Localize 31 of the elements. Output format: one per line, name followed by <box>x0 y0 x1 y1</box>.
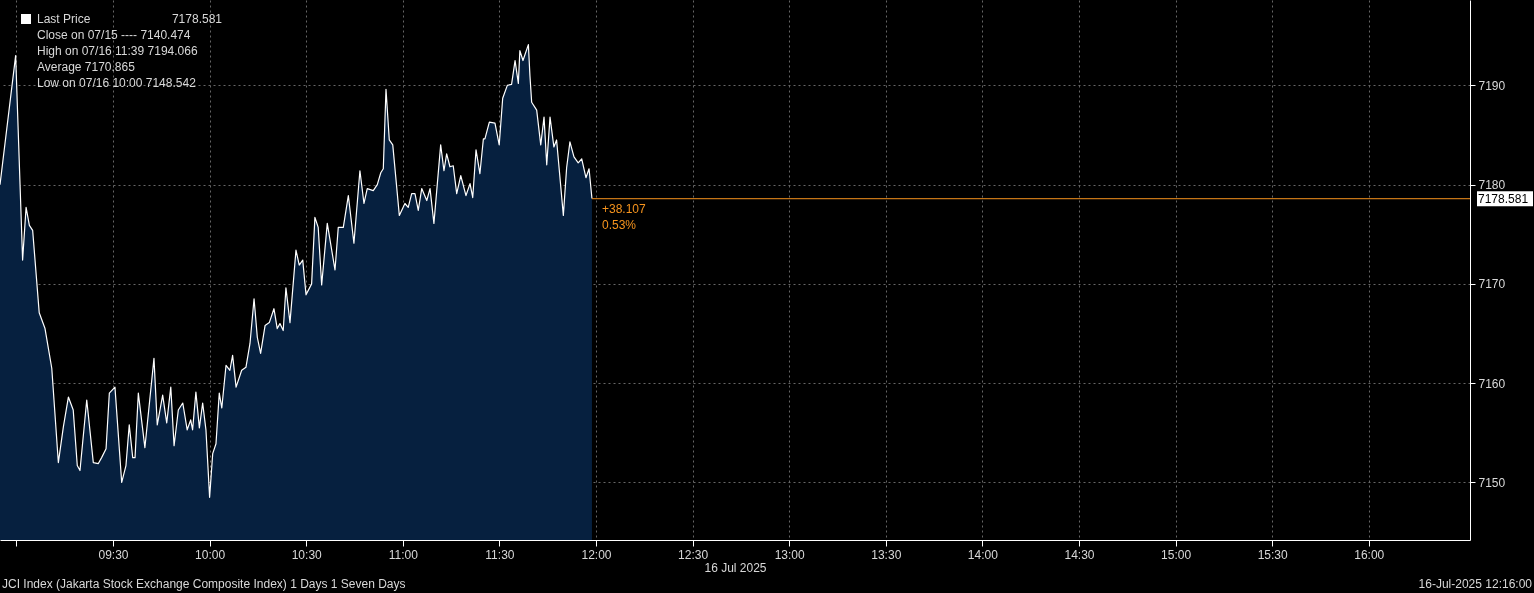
x-tick-label: 16:00 <box>1354 547 1385 562</box>
y-tick-label: 7180 <box>1478 178 1506 193</box>
annotation: High on 07/16 11:39 7194.066 <box>37 44 198 58</box>
annotation: 7178.581 <box>171 12 223 26</box>
x-tick-label: 10:00 <box>195 547 226 562</box>
x-tick-label: 11:00 <box>388 547 419 562</box>
x-tick-label: 10:30 <box>291 547 323 562</box>
ref-line-label: 7178.581 <box>1478 191 1529 206</box>
text: JCI Index (Jakarta Stock Exchange Composite Index) 1 Days 1 Seven Days <box>2 577 406 591</box>
x-tick-label: 13:00 <box>774 547 806 562</box>
x-tick-label: 09:30 <box>98 547 129 562</box>
x-tick-label: 15:00 <box>1161 547 1192 562</box>
annotation: Average 7170.865 <box>37 60 136 74</box>
x-tick-label: 15:30 <box>1257 547 1289 562</box>
x-tick-label: 13:30 <box>871 547 902 562</box>
x-tick-label: 14:30 <box>1064 547 1095 562</box>
x-tick-label: 14:00 <box>967 547 999 562</box>
y-tick-label: 7170 <box>1478 277 1506 292</box>
legend-label: Last Price <box>37 12 91 26</box>
annotation: 0.53% <box>602 217 637 232</box>
annotation: +38.107 <box>602 201 647 216</box>
x-tick-label: 12:30 <box>678 547 709 562</box>
x-axis-title: 16 Jul 2025 <box>704 560 767 575</box>
annotation: Close on 07/15 ---- 7140.474 <box>37 28 191 42</box>
x-tick-label: 12:00 <box>581 547 612 562</box>
y-tick-label: 7150 <box>1478 475 1506 490</box>
x-tick-label: 11:30 <box>485 547 515 562</box>
text: 16-Jul-2025 12:16:00 <box>1418 577 1533 591</box>
annotation: Low on 07/16 10:00 7148.542 <box>37 76 197 90</box>
y-tick-label: 7160 <box>1478 376 1506 391</box>
y-tick-label: 7190 <box>1478 78 1506 93</box>
